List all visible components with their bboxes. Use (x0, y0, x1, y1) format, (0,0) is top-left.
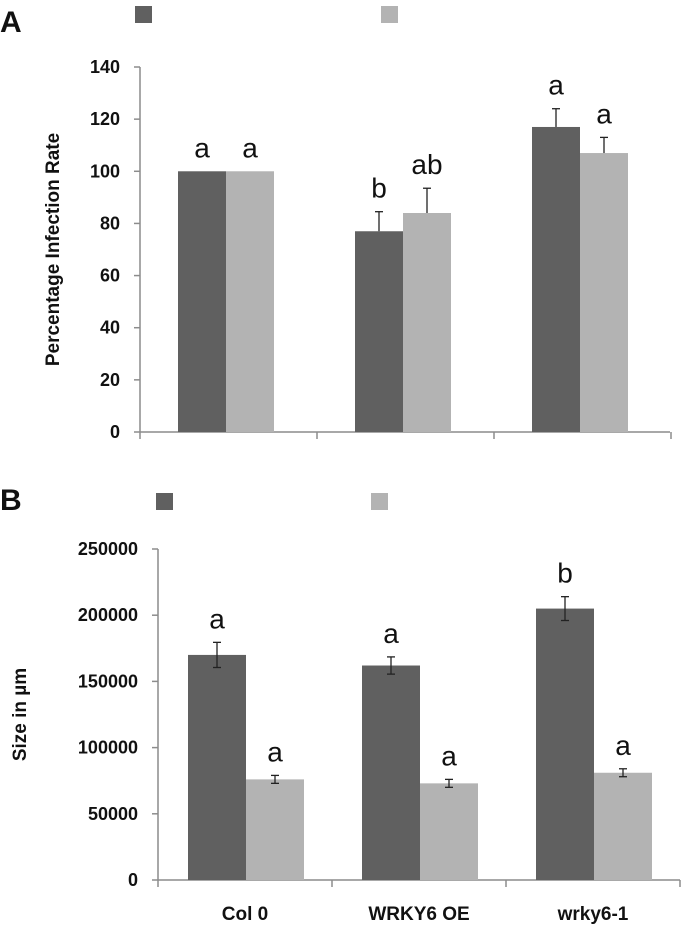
panel-b-significance-letter: b (557, 558, 573, 589)
panel-a-significance-letter: b (371, 173, 387, 204)
panel-a-significance-letter: a (596, 98, 612, 129)
panel-a-y-axis-label: Percentage Infection Rate (43, 133, 64, 366)
panel-b-significance-letter: a (383, 618, 399, 649)
panel-b-ytick-label: 200000 (78, 605, 138, 625)
panel-a-bar-1-2 (355, 231, 403, 432)
panel-a-bar-1-3 (532, 126, 580, 432)
panel-a-letter: A (0, 6, 22, 39)
panel-b-significance-letter: a (441, 740, 457, 771)
panel-b-bar-2-3 (594, 772, 652, 880)
panel-a-ytick-label: 100 (90, 161, 120, 181)
panel-b-ytick-label: 0 (128, 870, 138, 890)
panel-a-ytick-label: 20 (100, 370, 120, 390)
panel-a-bar-1-1 (178, 171, 226, 433)
panel-b-bar-1-3 (536, 608, 594, 880)
panel-a-ytick-label: 0 (110, 422, 120, 442)
panel-a-ytick-label: 60 (100, 266, 120, 286)
panel-b-significance-letter: a (267, 736, 283, 767)
panel-a-bar-2-2 (403, 213, 451, 432)
panel-a-chart: A 0 20 40 60 80 100 120 140 Percentage Infection… (0, 6, 672, 442)
panel-a-ytick-label: 40 (100, 318, 120, 338)
panel-b-category-label: WRKY6 OE (368, 904, 469, 925)
panel-b-letter: B (0, 484, 22, 517)
panel-a-bar-2-1 (226, 171, 274, 433)
panel-b-bar-1-1 (188, 654, 246, 880)
panel-a-ytick-label: 140 (90, 57, 120, 77)
panel-a-legend-swatch-2 (381, 6, 398, 23)
panel-b-significance-letter: a (209, 603, 225, 634)
panel-b-legend-swatch-1 (156, 493, 173, 510)
panel-b-bar-2-2 (420, 783, 478, 880)
panel-b-ytick-label: 250000 (78, 539, 138, 559)
panel-a-ytick-label: 80 (100, 213, 120, 233)
panel-a-legend-swatch-1 (135, 6, 152, 23)
panel-b-category-label: wrky6-1 (557, 904, 629, 925)
panel-b-ytick-label: 50000 (88, 804, 138, 824)
panel-a-significance-letter: a (548, 70, 564, 101)
panel-b-significance-letter: a (615, 730, 631, 761)
panel-b-legend-swatch-2 (371, 493, 388, 510)
panel-a-significance-letter: a (242, 132, 258, 163)
panel-b-ytick-label: 150000 (78, 671, 138, 691)
panel-b-y-axis-label: Size in µm (10, 668, 31, 761)
panel-b-bar-1-2 (362, 665, 420, 880)
panel-b-bar-2-1 (246, 779, 304, 880)
panel-a-bar-2-3 (580, 153, 628, 433)
panel-b-chart: B 0 50000 100000 150000 200000 250000 Size in … (0, 484, 681, 925)
panel-b-ytick-label: 100000 (78, 738, 138, 758)
panel-a-significance-letter: a (194, 132, 210, 163)
panel-a-significance-letter: ab (411, 149, 442, 180)
panel-a-ytick-label: 120 (90, 109, 120, 129)
panel-b-category-label: Col 0 (222, 904, 268, 925)
